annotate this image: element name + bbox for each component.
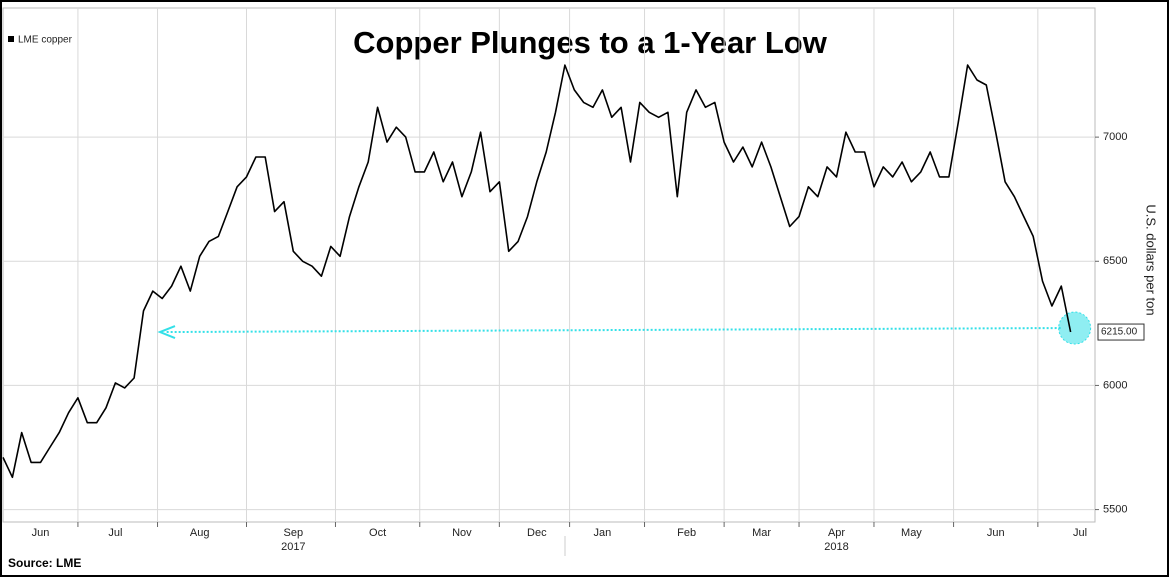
x-tick-label: Jun	[987, 527, 1005, 539]
annotation-arrow	[164, 327, 1061, 334]
x-tick-label: Apr	[828, 527, 845, 539]
x-tick-label: Oct	[369, 527, 386, 539]
line	[2, 64, 1072, 479]
chart-title: Copper Plunges to a 1-Year Low	[353, 25, 828, 60]
y-tick-label: 6500	[1103, 255, 1127, 267]
x-year-label: 2018	[824, 541, 848, 553]
x-tick-label: Feb	[677, 527, 696, 539]
y-tick-label: 7000	[1103, 131, 1127, 143]
x-tick-label: Dec	[527, 527, 547, 539]
annotation-circle	[1058, 311, 1092, 345]
y-tick-label: 6000	[1103, 379, 1127, 391]
x-tick-label: Mar	[752, 527, 771, 539]
x-year-label: 2017	[281, 541, 305, 553]
x-tick-label: Aug	[190, 527, 210, 539]
x-tick-label: Jul	[108, 527, 122, 539]
y-axis-label: U.S. dollars per ton	[1144, 204, 1159, 315]
source: Source: LME	[8, 556, 81, 570]
x-tick-label: Nov	[452, 527, 472, 539]
legend-swatch	[8, 36, 14, 42]
value-label-box	[1097, 323, 1145, 341]
plot-area	[2, 7, 1096, 523]
x-tick-label: Jul	[1073, 527, 1087, 539]
value-label: 6215.00	[1101, 327, 1138, 338]
x-tick-label: May	[901, 527, 922, 539]
x-tick-label: Sep	[284, 527, 304, 539]
annotation-arrowhead	[157, 325, 176, 339]
y-tick-label: 5500	[1103, 503, 1127, 515]
x-tick-label: Jan	[593, 527, 611, 539]
x-tick-label: Jun	[32, 527, 50, 539]
legend-label: LME copper	[18, 35, 73, 46]
